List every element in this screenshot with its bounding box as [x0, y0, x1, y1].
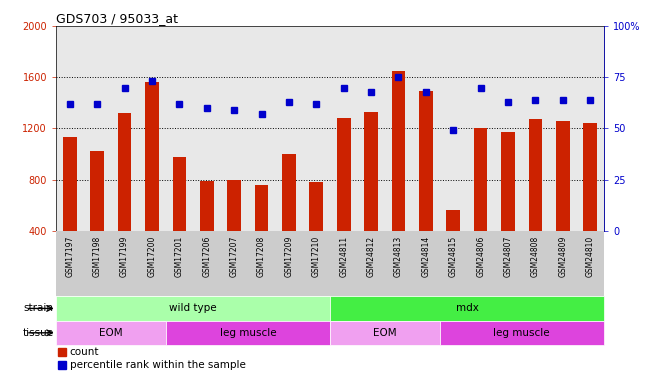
- Text: GSM17197: GSM17197: [65, 236, 75, 277]
- Bar: [117, 113, 131, 231]
- Text: percentile rank within the sample: percentile rank within the sample: [70, 360, 246, 370]
- Text: mdx: mdx: [455, 303, 478, 313]
- Bar: [166, 321, 330, 345]
- Bar: [56, 321, 166, 345]
- Bar: [282, 154, 296, 231]
- Text: GSM17209: GSM17209: [284, 236, 294, 277]
- Bar: [391, 71, 405, 231]
- Text: tissue: tissue: [22, 328, 53, 338]
- Text: GSM17201: GSM17201: [175, 236, 184, 277]
- Bar: [90, 152, 104, 231]
- Text: GSM24807: GSM24807: [504, 236, 513, 277]
- Text: GSM24811: GSM24811: [339, 236, 348, 277]
- Text: GSM24810: GSM24810: [585, 236, 595, 277]
- Text: GSM17200: GSM17200: [147, 236, 156, 277]
- Text: leg muscle: leg muscle: [494, 328, 550, 338]
- Bar: [330, 321, 440, 345]
- Bar: [255, 184, 269, 231]
- Bar: [227, 180, 241, 231]
- Text: GSM17210: GSM17210: [312, 236, 321, 277]
- Bar: [440, 321, 604, 345]
- Text: EOM: EOM: [373, 328, 397, 338]
- Text: strain: strain: [23, 303, 53, 313]
- Bar: [310, 182, 323, 231]
- Text: GSM17207: GSM17207: [230, 236, 239, 277]
- Bar: [63, 137, 77, 231]
- Bar: [501, 132, 515, 231]
- Bar: [583, 123, 597, 231]
- Bar: [419, 92, 433, 231]
- Text: GSM24806: GSM24806: [476, 236, 485, 277]
- Text: EOM: EOM: [99, 328, 123, 338]
- Bar: [200, 181, 214, 231]
- Text: wild type: wild type: [169, 303, 217, 313]
- Text: GSM17208: GSM17208: [257, 236, 266, 277]
- Text: GSM24809: GSM24809: [558, 236, 568, 277]
- Bar: [364, 112, 378, 231]
- Text: leg muscle: leg muscle: [220, 328, 276, 338]
- Text: GSM24813: GSM24813: [394, 236, 403, 277]
- Bar: [337, 118, 350, 231]
- Text: GSM17199: GSM17199: [120, 236, 129, 277]
- Text: GSM24814: GSM24814: [421, 236, 430, 277]
- Bar: [330, 296, 604, 321]
- Bar: [556, 121, 570, 231]
- Text: GSM24815: GSM24815: [449, 236, 458, 277]
- Bar: [56, 296, 330, 321]
- Bar: [172, 156, 186, 231]
- Text: GSM24812: GSM24812: [366, 236, 376, 277]
- Text: GSM24808: GSM24808: [531, 236, 540, 277]
- Bar: [145, 82, 159, 231]
- Text: count: count: [70, 346, 99, 357]
- Bar: [446, 210, 460, 231]
- Text: GSM17198: GSM17198: [92, 236, 102, 277]
- Bar: [529, 120, 543, 231]
- Bar: [474, 128, 488, 231]
- Text: GSM17206: GSM17206: [202, 236, 211, 277]
- Text: GDS703 / 95033_at: GDS703 / 95033_at: [56, 12, 178, 25]
